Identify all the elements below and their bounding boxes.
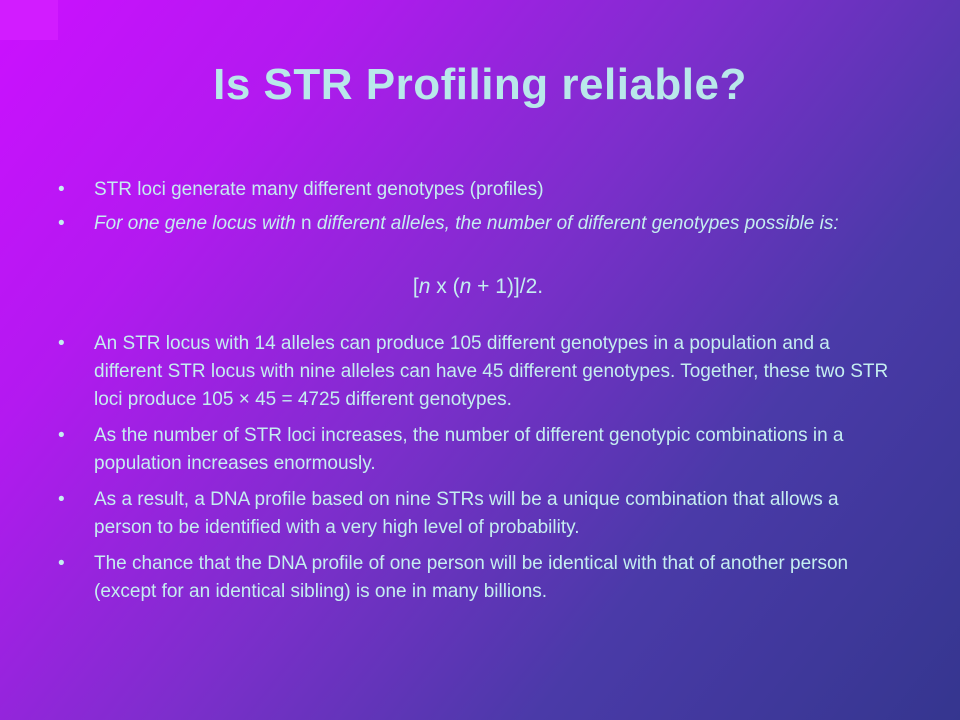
bullet-dot: •: [58, 179, 65, 200]
bullet-text-italic: For one gene locus with: [94, 213, 302, 234]
bullet-text: As the number of STR loci increases, the…: [94, 425, 844, 474]
bullet-item: • STR loci generate many different genot…: [58, 176, 898, 204]
formula-mid: x (: [430, 275, 460, 298]
formula-open: [: [412, 275, 419, 298]
formula-n: n: [418, 275, 431, 298]
bullet-item: • An STR locus with 14 alleles can produ…: [58, 330, 898, 414]
slide-title: Is STR Profiling reliable?: [213, 60, 747, 109]
corner-accent: [0, 0, 58, 40]
bullet-text: An STR locus with 14 alleles can produce…: [94, 333, 889, 410]
bullet-list-2: • An STR locus with 14 alleles can produ…: [58, 330, 898, 614]
genotype-formula: [n x (n + 1)]/2.: [58, 272, 898, 302]
bullet-text: As a result, a DNA profile based on nine…: [94, 489, 839, 538]
formula-n: n: [459, 275, 472, 298]
bullet-item: • For one gene locus with n different al…: [58, 210, 898, 238]
bullet-list: • STR loci generate many different genot…: [58, 176, 898, 244]
bullet-item: • As the number of STR loci increases, t…: [58, 422, 898, 478]
bullet-dot: •: [58, 425, 65, 446]
variable-n: n: [301, 213, 312, 234]
bullet-text: The chance that the DNA profile of one p…: [94, 553, 849, 602]
bullet-text: STR loci generate many different genotyp…: [94, 179, 544, 200]
bullet-dot: •: [58, 333, 65, 354]
bullet-item: • As a result, a DNA profile based on ni…: [58, 486, 898, 542]
bullet-text-italic: different alleles, the number of differe…: [311, 213, 839, 234]
formula-close: + 1)]/2.: [471, 275, 544, 298]
bullet-item: • The chance that the DNA profile of one…: [58, 550, 898, 606]
bullet-dot: •: [58, 213, 65, 234]
bullet-dot: •: [58, 489, 65, 510]
bullet-dot: •: [58, 553, 65, 574]
